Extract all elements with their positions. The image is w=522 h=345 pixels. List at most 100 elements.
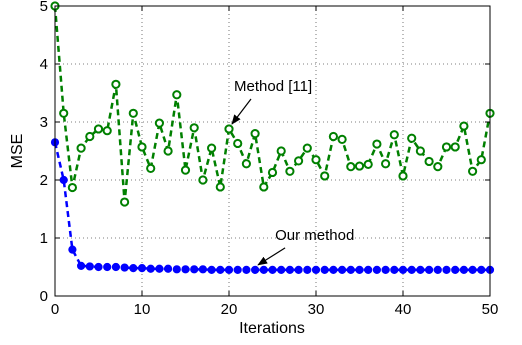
data-point <box>398 265 408 274</box>
x-tick-label: 30 <box>308 301 325 318</box>
data-point <box>477 265 486 274</box>
x-tick-label: 50 <box>482 301 499 318</box>
data-point <box>155 264 164 273</box>
data-point <box>294 265 303 274</box>
y-axis-label: MSE <box>9 134 26 169</box>
data-point <box>328 131 338 142</box>
series-layer <box>50 1 495 274</box>
data-point <box>181 265 190 274</box>
data-point <box>338 265 347 274</box>
data-point <box>242 265 251 274</box>
y-tick-label: 1 <box>40 230 48 247</box>
data-point <box>224 265 234 274</box>
x-tick-label: 10 <box>134 301 151 318</box>
data-point <box>216 265 225 274</box>
data-point <box>207 265 216 274</box>
x-axis-label: Iterations <box>239 320 305 337</box>
data-point <box>93 124 104 134</box>
data-point <box>207 143 217 153</box>
data-point <box>303 265 312 274</box>
data-point <box>67 182 78 193</box>
x-tick-label: 40 <box>395 301 412 318</box>
data-point <box>154 118 164 128</box>
data-point <box>233 265 242 274</box>
data-point <box>120 197 130 207</box>
data-point <box>250 129 260 139</box>
y-tick-label: 0 <box>40 288 48 305</box>
data-point <box>416 265 425 274</box>
x-tick-label: 0 <box>51 301 59 318</box>
data-point <box>311 155 321 165</box>
data-point <box>320 265 329 274</box>
annotation-label: Method [11] <box>234 78 312 95</box>
data-point <box>302 143 312 153</box>
data-point <box>76 143 86 153</box>
data-point <box>59 108 69 118</box>
data-point <box>425 265 434 274</box>
data-point <box>311 265 321 274</box>
data-point <box>120 263 129 272</box>
data-point <box>85 262 94 271</box>
data-point <box>381 159 391 169</box>
data-point <box>415 146 425 156</box>
data-point <box>146 264 155 273</box>
data-point <box>294 156 304 166</box>
data-point <box>189 123 199 133</box>
data-point <box>190 265 199 274</box>
data-point <box>329 265 338 274</box>
annotations: Method [11] Our method <box>231 78 354 266</box>
data-point <box>259 182 269 192</box>
data-point <box>198 175 208 185</box>
data-point <box>450 142 460 152</box>
data-point <box>346 162 356 172</box>
data-point <box>337 134 347 144</box>
data-point <box>103 262 112 272</box>
data-point <box>433 162 443 172</box>
data-point <box>259 265 268 274</box>
data-point <box>468 265 477 274</box>
data-point <box>137 264 147 273</box>
data-point <box>459 121 469 131</box>
axis-ticks: 0 10 20 30 40 50 0 1 2 3 4 5 <box>40 0 499 318</box>
data-point <box>172 90 182 100</box>
data-point <box>94 262 103 272</box>
data-point <box>451 265 460 274</box>
data-point <box>129 264 138 273</box>
data-point <box>320 171 330 181</box>
data-point <box>285 265 294 274</box>
data-point <box>476 155 486 165</box>
y-tick-label: 3 <box>40 114 48 131</box>
data-point <box>198 265 207 274</box>
data-point <box>59 175 68 185</box>
data-point <box>224 124 234 134</box>
data-point <box>372 265 381 274</box>
data-point <box>85 131 95 142</box>
data-point <box>441 142 452 152</box>
y-tick-label: 4 <box>40 56 48 73</box>
data-point <box>172 265 181 274</box>
data-point <box>215 182 225 192</box>
data-point <box>233 138 243 149</box>
data-point <box>433 265 442 274</box>
data-point <box>363 159 373 169</box>
data-point <box>459 265 468 274</box>
data-point <box>389 130 399 140</box>
data-point <box>241 159 251 169</box>
x-tick-label: 20 <box>221 301 238 318</box>
annotation-arrow <box>231 98 252 125</box>
data-point <box>137 142 147 152</box>
data-point <box>354 161 365 171</box>
data-point <box>390 265 399 274</box>
data-point <box>407 133 417 143</box>
data-point <box>267 167 278 178</box>
data-point <box>407 265 416 274</box>
y-tick-label: 2 <box>40 172 48 189</box>
series-our-method <box>50 138 495 274</box>
data-point <box>128 108 138 118</box>
data-point <box>424 156 434 167</box>
data-point <box>146 163 156 173</box>
data-point <box>346 265 355 274</box>
data-point <box>77 261 86 270</box>
data-point <box>180 165 191 175</box>
